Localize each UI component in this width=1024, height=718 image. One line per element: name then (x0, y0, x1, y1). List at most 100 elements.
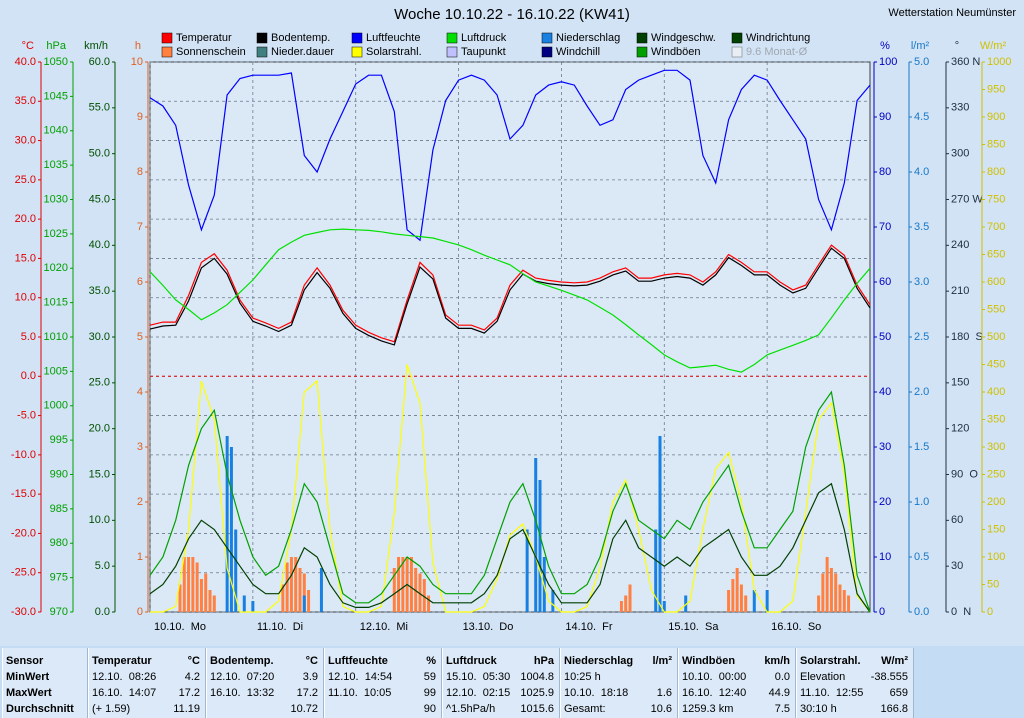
axis-unit: km/h (84, 40, 108, 52)
y-tick-label: 1.5 (914, 441, 929, 453)
x-tick-label: 16.10. So (771, 621, 821, 633)
y-tick-label: 25.0 (15, 174, 36, 186)
table-cell: 10:25 h (560, 669, 676, 685)
cell-value: 659 (889, 687, 908, 699)
bar (834, 573, 838, 612)
cell-value: % (426, 655, 436, 667)
y-tick-label: 90 (879, 111, 891, 123)
cell-value: 17.2 (178, 687, 200, 699)
bar (294, 557, 298, 612)
bar (735, 568, 739, 612)
y-tick-label: 995 (50, 434, 68, 446)
column-bg (678, 648, 796, 718)
cell-text: 15.10. 05:30 (446, 671, 511, 683)
table-cell: 16.10. 13:32 17.2 (206, 685, 322, 701)
table-cell: MinWert (2, 669, 86, 685)
table-cell: 15.10. 05:30 1004.8 (442, 669, 558, 685)
y-tick-label: 0.0 (914, 606, 929, 618)
y-tick-label: 10.0 (89, 514, 110, 526)
line (149, 247, 871, 346)
bar (817, 595, 821, 612)
axis-unit: hPa (46, 40, 66, 52)
cell-value: 10.6 (650, 703, 672, 715)
x-tick-label: 15.10. Sa (668, 621, 719, 633)
axis-unit: h (135, 40, 141, 52)
line (150, 364, 871, 613)
y-tick-label: 550 (987, 303, 1005, 315)
cell-value: 166.8 (880, 703, 908, 715)
table-cell: Durchschnitt (2, 701, 86, 717)
cell-value: 4.2 (184, 671, 200, 683)
y-tick-label: 270 W (951, 193, 983, 205)
y-tick-label: 360 N (951, 56, 980, 68)
table-cell: Elevation -38.555 (796, 669, 912, 685)
line (149, 228, 871, 373)
cell-text: 10:25 h (564, 671, 601, 683)
table-cell: Bodentemp. °C (206, 653, 322, 669)
y-tick-label: 850 (987, 138, 1005, 150)
cell-value: 1.6 (656, 687, 672, 699)
legend-label: Bodentemp. (271, 32, 330, 44)
legend-label: 9.6 Monat-Ø (746, 46, 808, 58)
y-tick-label: 100 (879, 56, 897, 68)
bar (551, 590, 555, 612)
cell-value: °C (187, 655, 200, 667)
bar (178, 584, 182, 612)
bar (654, 529, 658, 612)
bar (302, 595, 306, 612)
legend-label: Niederschlag (556, 32, 620, 44)
y-tick-label: 2.5 (914, 331, 929, 343)
y-tick-label: 1020 (44, 262, 68, 274)
y-tick-label: 300 (951, 148, 969, 160)
y-tick-label: 300 (987, 441, 1005, 453)
y-tick-label: 10 (131, 56, 143, 68)
chart-title: Woche 10.10.22 - 16.10.22 (KW41) (394, 6, 630, 23)
legend-swatch (446, 46, 458, 58)
legend-label: Windgeschw. (651, 32, 716, 44)
x-tick-label: 11.10. Di (257, 621, 303, 633)
y-tick-label: 60 (951, 514, 963, 526)
legend-label: Sonnenschein (176, 46, 246, 58)
legend-label: Luftdruck (461, 32, 507, 44)
cell-text: Temperatur (92, 655, 152, 667)
y-tick-label: 45.0 (89, 193, 110, 205)
cell-text: Gesamt: (564, 703, 606, 715)
y-tick-label: 15.0 (89, 468, 110, 480)
y-tick-label: 7 (137, 221, 143, 233)
line (149, 244, 871, 343)
table-cell: (+ 1.59) 11.19 (88, 701, 204, 717)
table-cell: Niederschlag l/m² (560, 653, 676, 669)
y-tick-label: 0.5 (914, 551, 929, 563)
cell-text: Luftfeuchte (328, 655, 388, 667)
cell-text: (+ 1.59) (92, 703, 131, 715)
y-tick-label: 900 (987, 111, 1005, 123)
y-tick-label: -10.0 (11, 449, 36, 461)
y-tick-label: 400 (987, 386, 1005, 398)
y-tick-label: 1050 (44, 56, 68, 68)
legend-label: Windrichtung (746, 32, 810, 44)
cell-text: 16.10. 14:07 (92, 687, 157, 699)
y-tick-label: 1000 (987, 56, 1011, 68)
bar (427, 595, 431, 612)
table-cell: 30:10 h 166.8 (796, 701, 912, 717)
y-tick-label: 700 (987, 221, 1005, 233)
table-cell: 12.10. 08:26 4.2 (88, 669, 204, 685)
table-cell: Luftdruck hPa (442, 653, 558, 669)
y-tick-label: 0 N (951, 606, 971, 618)
cell-value: l/m² (652, 655, 672, 667)
y-tick-label: 210 (951, 285, 969, 297)
bar (684, 595, 688, 612)
cell-text: Luftdruck (446, 655, 497, 667)
y-tick-label: 20.0 (89, 423, 110, 435)
y-tick-label: 100 (987, 551, 1005, 563)
legend-label: Temperatur (176, 32, 232, 44)
table-cell: MaxWert (2, 685, 86, 701)
y-tick-label: 20 (879, 496, 891, 508)
x-tick-label: 12.10. Mi (360, 621, 408, 633)
column-bg (206, 648, 324, 718)
legend-swatch (636, 32, 648, 44)
column-bg (2, 648, 88, 718)
bar (838, 584, 842, 612)
bar (319, 568, 323, 612)
y-tick-label: 240 (951, 239, 969, 251)
